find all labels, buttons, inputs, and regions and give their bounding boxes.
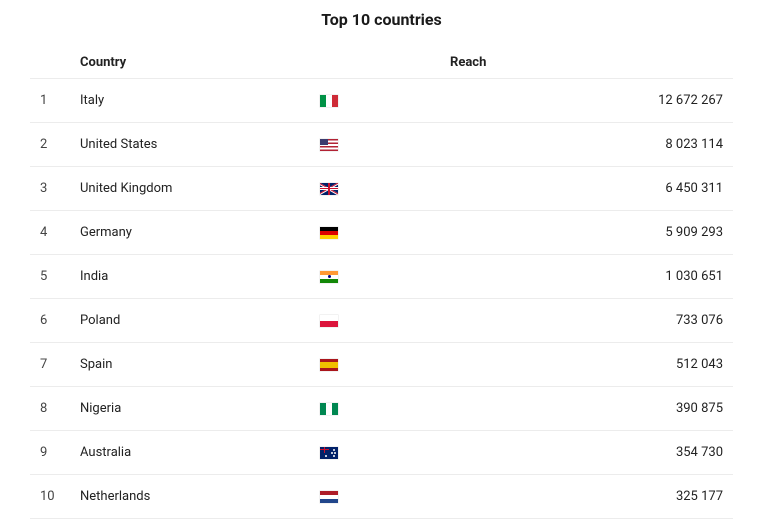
it-flag-icon — [320, 95, 338, 107]
pl-flag-icon — [320, 315, 338, 327]
countries-table: Country Reach 1Italy 12 672 267 2United St… — [30, 47, 733, 519]
reach-cell: 354 730 — [450, 445, 733, 460]
ng-flag-icon — [320, 403, 338, 415]
country-cell: Italy — [80, 93, 320, 108]
rank-cell: 10 — [30, 489, 80, 504]
rank-cell: 6 — [30, 313, 80, 328]
nl-flag-icon — [320, 491, 338, 503]
table-row: 2United States 8 023 114 — [30, 123, 733, 167]
reach-cell: 6 450 311 — [450, 181, 733, 196]
country-cell: Germany — [80, 225, 320, 240]
rank-cell: 9 — [30, 445, 80, 460]
flag-cell — [320, 181, 450, 196]
rank-cell: 1 — [30, 93, 80, 108]
country-cell: Spain — [80, 357, 320, 372]
reach-cell: 733 076 — [450, 313, 733, 328]
table-row: 4Germany 5 909 293 — [30, 211, 733, 255]
table-row: 1Italy 12 672 267 — [30, 79, 733, 123]
table-row: 10Netherlands 325 177 — [30, 475, 733, 519]
country-cell: United States — [80, 137, 320, 152]
rank-cell: 5 — [30, 269, 80, 284]
flag-cell — [320, 401, 450, 416]
reach-cell: 8 023 114 — [450, 137, 733, 152]
rank-cell: 2 — [30, 137, 80, 152]
reach-cell: 390 875 — [450, 401, 733, 416]
top-countries-widget: Top 10 countries Country Reach 1Italy 12 … — [0, 0, 763, 519]
flag-cell — [320, 93, 450, 108]
table-header: Country Reach — [30, 47, 733, 79]
country-cell: Poland — [80, 313, 320, 328]
reach-cell: 1 030 651 — [450, 269, 733, 284]
au-flag-icon — [320, 447, 338, 459]
header-reach: Reach — [450, 55, 733, 70]
table-row: 6Poland 733 076 — [30, 299, 733, 343]
flag-cell — [320, 269, 450, 284]
country-cell: Australia — [80, 445, 320, 460]
flag-cell — [320, 357, 450, 372]
table-row: 7Spain 512 043 — [30, 343, 733, 387]
reach-cell: 5 909 293 — [450, 225, 733, 240]
flag-cell — [320, 489, 450, 504]
country-cell: Netherlands — [80, 489, 320, 504]
country-cell: Nigeria — [80, 401, 320, 416]
table-row: 5India 1 030 651 — [30, 255, 733, 299]
widget-title: Top 10 countries — [30, 10, 733, 29]
flag-cell — [320, 137, 450, 152]
reach-cell: 12 672 267 — [450, 93, 733, 108]
de-flag-icon — [320, 227, 338, 239]
country-cell: India — [80, 269, 320, 284]
flag-cell — [320, 445, 450, 460]
header-country: Country — [80, 55, 320, 70]
rank-cell: 8 — [30, 401, 80, 416]
rank-cell: 3 — [30, 181, 80, 196]
us-flag-icon — [320, 139, 338, 151]
rank-cell: 4 — [30, 225, 80, 240]
country-cell: United Kingdom — [80, 181, 320, 196]
flag-cell — [320, 225, 450, 240]
in-flag-icon — [320, 271, 338, 283]
flag-cell — [320, 313, 450, 328]
table-row: 8Nigeria 390 875 — [30, 387, 733, 431]
gb-flag-icon — [320, 183, 338, 195]
rank-cell: 7 — [30, 357, 80, 372]
reach-cell: 512 043 — [450, 357, 733, 372]
table-row: 3United Kingdom 6 450 311 — [30, 167, 733, 211]
reach-cell: 325 177 — [450, 489, 733, 504]
table-row: 9Australia 354 730 — [30, 431, 733, 475]
es-flag-icon — [320, 359, 338, 371]
